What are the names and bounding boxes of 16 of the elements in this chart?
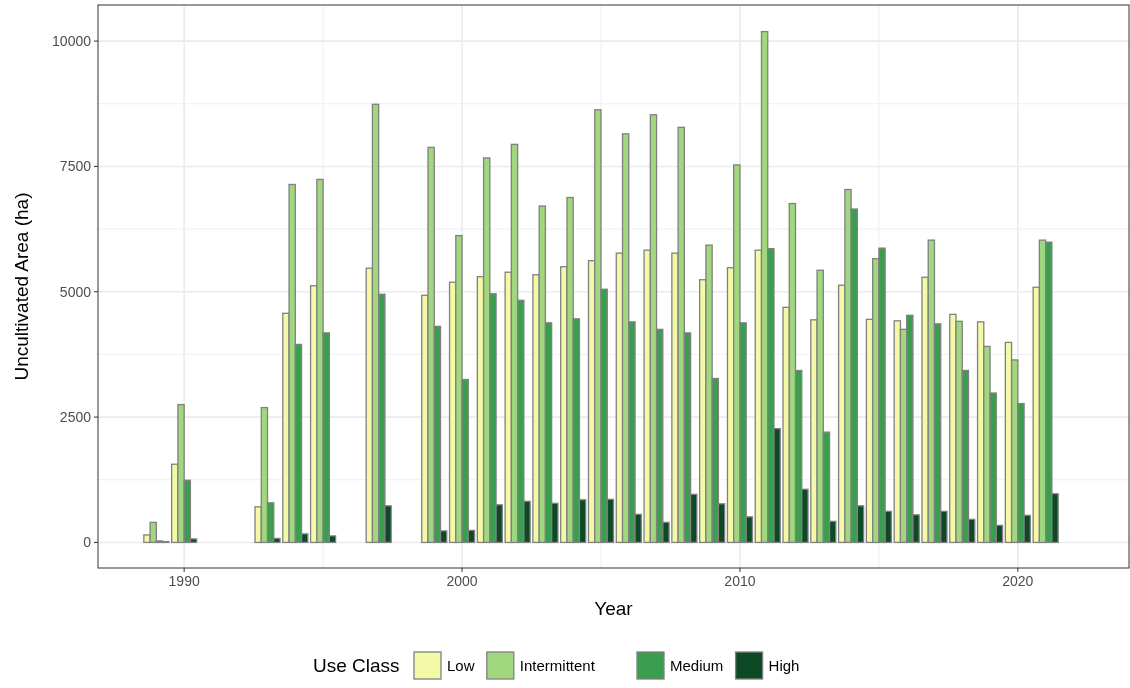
legend-label: Intermittent <box>519 657 596 674</box>
y-tick-label: 0 <box>83 534 92 551</box>
y-axis-title: Uncultivated Area (ha) <box>11 192 32 381</box>
legend-label: High <box>768 657 800 674</box>
legend-title: Use Class <box>312 655 400 676</box>
y-tick-label: 5000 <box>59 283 92 300</box>
x-tick-label: 1990 <box>168 573 200 589</box>
y-tick-label: 7500 <box>59 158 92 175</box>
y-tick-label: 10000 <box>52 33 92 50</box>
x-tick-label: 2000 <box>446 573 478 589</box>
x-tick-label: 2020 <box>1002 573 1034 589</box>
legend-label: Low <box>447 657 475 674</box>
x-tick-label: 2010 <box>724 573 756 589</box>
y-tick-label: 2500 <box>59 409 92 426</box>
x-axis-title: Year <box>594 598 634 619</box>
legend-label: Medium <box>670 657 724 674</box>
